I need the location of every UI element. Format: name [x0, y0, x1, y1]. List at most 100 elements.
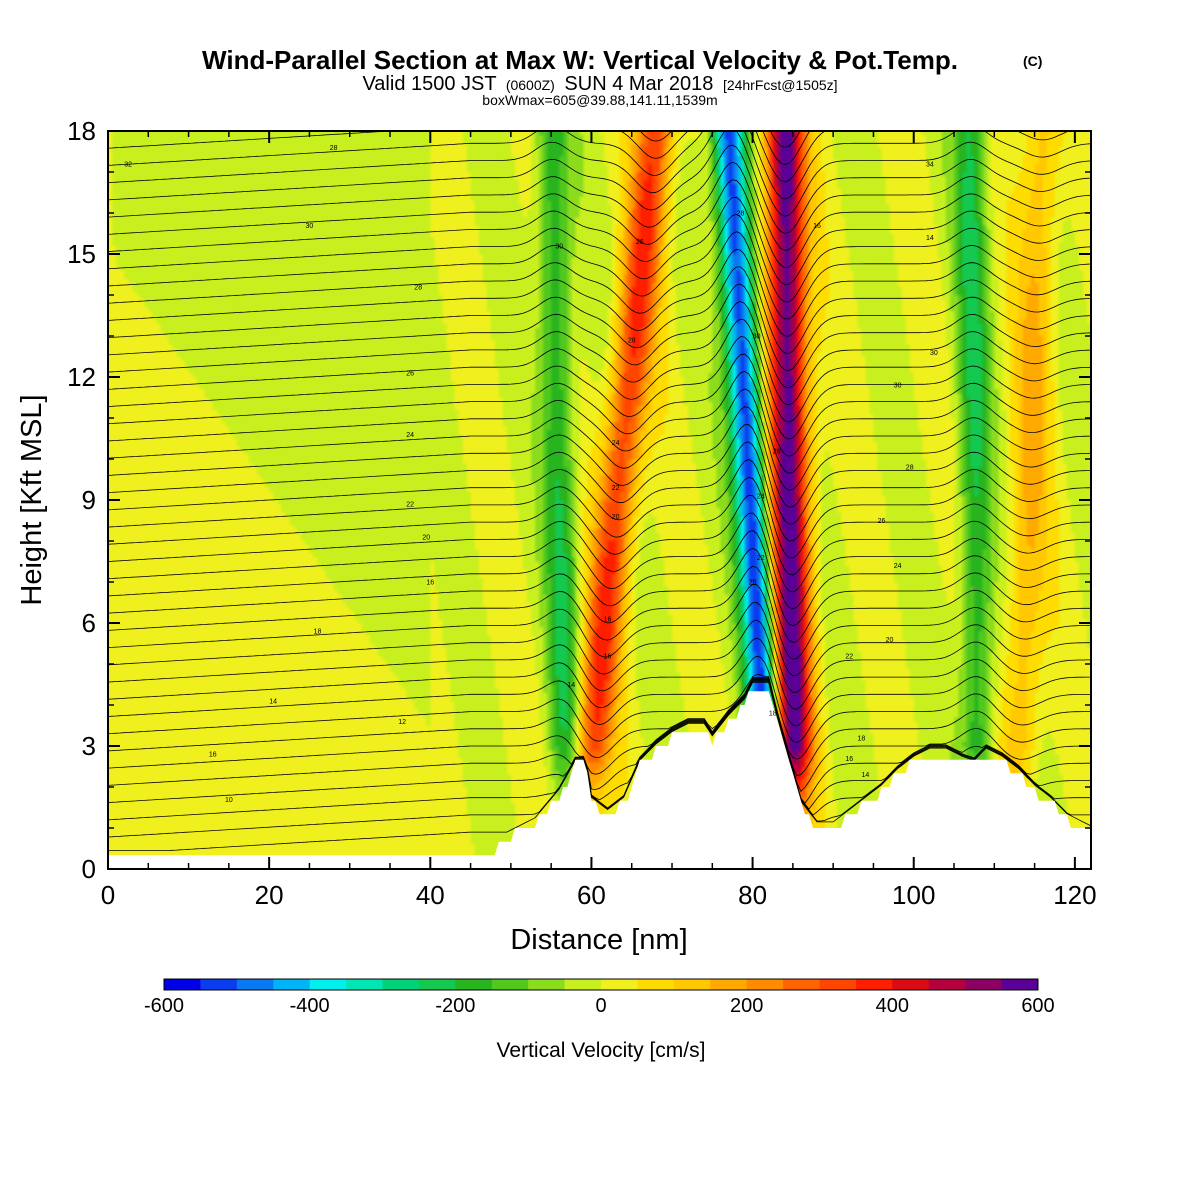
- colorbar-swatch: [309, 979, 347, 990]
- subtitle-date: SUN 4 Mar 2018: [564, 73, 713, 95]
- contour-label: 16: [604, 653, 612, 660]
- contour-label-text: 26: [878, 518, 886, 525]
- colorbar-swatch: [528, 979, 565, 990]
- contour-label-text: 30: [930, 350, 938, 357]
- contour-label-text: 22: [757, 555, 765, 562]
- contour-label: 26: [773, 448, 781, 455]
- colorbar-swatch: [746, 979, 784, 990]
- y-axis-label: Height [Kft MSL]: [16, 394, 48, 605]
- theta-contour-line: [108, 681, 1091, 838]
- theta-contour-line: [108, 674, 1091, 760]
- y-tick-label: 12: [67, 362, 96, 392]
- colorbar-frame: [163, 978, 1039, 991]
- contour-label: 24: [757, 493, 765, 500]
- contour-label-text: 16: [845, 756, 853, 763]
- colorbar-tick-label: -200: [435, 995, 475, 1017]
- colorbar-label: Vertical Velocity [cm/s]: [497, 1039, 706, 1062]
- colorbar-swatch: [965, 979, 1002, 990]
- x-tick-label: 40: [416, 880, 445, 910]
- colorbar-swatch: [892, 979, 930, 990]
- contour-label: 14: [926, 235, 934, 242]
- theta-contour-line: [108, 682, 1091, 851]
- contour-label: 30: [555, 243, 563, 250]
- theta-contour-line: [108, 370, 1091, 474]
- contour-label-text: 28: [628, 338, 636, 345]
- contour-label-text: 22: [612, 485, 620, 492]
- theta-contour-line: [108, 144, 1091, 251]
- contour-label: 16: [604, 616, 612, 623]
- theta-contour-line: [108, 680, 1091, 821]
- contour-label: 26: [878, 518, 886, 525]
- contour-label-text: 10: [225, 797, 233, 804]
- colorbar-swatch: [710, 979, 748, 990]
- contour-label: 16: [845, 756, 853, 763]
- colorbar-swatch: [637, 979, 675, 990]
- subtitle-utc-time: (0600Z): [506, 77, 555, 93]
- contour-label-text: 14: [926, 235, 934, 242]
- contour-label: 24: [612, 440, 620, 447]
- contour-label-text: 34: [926, 161, 934, 168]
- x-tick-label: 100: [892, 880, 935, 910]
- contour-label: 32: [124, 161, 132, 168]
- contour-label-text: 30: [894, 383, 902, 390]
- contour-label: 18: [769, 711, 777, 718]
- x-axis-label: Distance [nm]: [510, 924, 687, 956]
- subtitle-valid-time: Valid 1500 JST: [362, 73, 496, 95]
- theta-contour-line: [108, 679, 1091, 810]
- contour-label-text: 24: [406, 432, 414, 439]
- contour-label: 16: [426, 580, 434, 587]
- contour-label-text: 16: [604, 653, 612, 660]
- contour-label-text: 14: [567, 682, 575, 689]
- colorbar-swatch: [855, 979, 893, 990]
- contour-label: 28: [330, 145, 338, 152]
- contour-label: 20: [422, 534, 430, 541]
- contour-label-text: 20: [886, 637, 894, 644]
- contour-label-text: 16: [604, 616, 612, 623]
- contour-label-text: 20: [612, 514, 620, 521]
- contour-label-text: 20: [749, 580, 757, 587]
- theta-contour-line: [108, 131, 1091, 234]
- theta-contour-line: [108, 512, 1091, 610]
- vertical-velocity-field: [108, 131, 1091, 869]
- contour-label: 26: [406, 370, 414, 377]
- colorbar-swatch: [601, 979, 638, 990]
- copyright-mark: (C): [1023, 53, 1042, 69]
- colorbar-tick-label: 0: [595, 995, 606, 1017]
- theta-contour-line: [108, 637, 1091, 727]
- colorbar-swatch: [455, 979, 493, 990]
- colorbar-swatch: [564, 979, 602, 990]
- subtitle-forecast: [24hrFcst@1505z]: [723, 77, 838, 93]
- theta-contour-line: [108, 231, 1091, 337]
- contour-label-text: 12: [398, 719, 406, 726]
- x-tick-label: 20: [255, 880, 284, 910]
- theta-contour-line: [108, 678, 1091, 804]
- contour-label: 34: [926, 161, 934, 168]
- colorbar-swatch: [928, 979, 966, 990]
- theta-contour-line: [108, 677, 1091, 777]
- contour-label: 18: [314, 629, 322, 636]
- contour-label: 30: [930, 350, 938, 357]
- contour-label: 20: [749, 580, 757, 587]
- contour-label: 14: [567, 682, 575, 689]
- theta-contour-line: [108, 318, 1091, 423]
- contour-label-text: 20: [422, 534, 430, 541]
- colorbar-swatch: [346, 979, 383, 990]
- y-tick-label: 15: [67, 239, 96, 269]
- colorbar-tick-label: -600: [144, 995, 184, 1017]
- theta-contour-line: [108, 131, 1071, 183]
- colorbar-swatch: [164, 979, 201, 990]
- theta-contour-line: [108, 179, 1091, 286]
- contour-label-text: 24: [757, 493, 765, 500]
- colorbar-tick-label: -400: [290, 995, 330, 1017]
- theta-contour-line: [108, 388, 1091, 491]
- theta-contour-line: [108, 678, 1091, 792]
- contour-label-text: 30: [753, 334, 761, 341]
- theta-contour-line: [108, 441, 1091, 542]
- colorbar: -600 -400 -200 0 200 400 600: [144, 978, 1055, 1017]
- contour-label: 28: [414, 284, 422, 291]
- contour-label-text: 24: [612, 440, 620, 447]
- contour-label-text: 16: [209, 752, 217, 759]
- contour-label-text: 26: [773, 448, 781, 455]
- colorbar-swatch: [382, 979, 420, 990]
- terrain: [108, 691, 1091, 869]
